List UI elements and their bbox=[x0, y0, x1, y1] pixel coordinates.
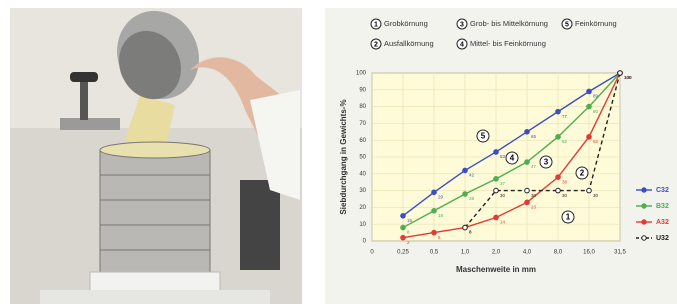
data-point bbox=[494, 150, 499, 155]
data-point bbox=[463, 192, 468, 197]
legend-marker bbox=[642, 188, 646, 192]
data-point bbox=[401, 214, 406, 219]
data-label: 29 bbox=[438, 194, 444, 199]
note-number: 2 bbox=[374, 41, 378, 48]
data-point bbox=[494, 188, 499, 193]
data-point bbox=[556, 188, 561, 193]
y-tick-label: 10 bbox=[359, 222, 366, 228]
legend-label: A32 bbox=[656, 219, 669, 226]
note-text: Feinkörnung bbox=[575, 19, 617, 28]
data-label: 65 bbox=[531, 134, 537, 139]
curve-marker-number: 1 bbox=[566, 213, 571, 222]
y-tick-label: 40 bbox=[359, 171, 366, 177]
data-point bbox=[525, 130, 530, 135]
data-label: 30 bbox=[593, 193, 599, 198]
data-point bbox=[618, 71, 623, 76]
x-tick-label: 8,0 bbox=[554, 250, 563, 256]
legend-marker bbox=[642, 220, 646, 224]
curve-marker-number: 4 bbox=[510, 154, 515, 163]
y-tick-label: 100 bbox=[356, 71, 367, 77]
data-label: 53 bbox=[500, 154, 506, 159]
note-text: Grob- bis Mittelkörnung bbox=[470, 19, 548, 28]
x-tick-label: 16,0 bbox=[583, 250, 595, 256]
data-label: 47 bbox=[531, 164, 537, 169]
data-label: 28 bbox=[469, 196, 475, 201]
y-tick-label: 30 bbox=[359, 188, 366, 194]
data-label: 80 bbox=[593, 109, 599, 114]
scene: Siebdurchgang in Gewichts-% Maschenweite… bbox=[0, 0, 677, 306]
x-tick-label: 2,0 bbox=[492, 250, 501, 256]
data-point bbox=[401, 225, 406, 230]
note-number: 4 bbox=[460, 41, 464, 48]
curve-marker-number: 5 bbox=[481, 132, 486, 141]
note-text: Grobkörnung bbox=[384, 19, 428, 28]
data-point bbox=[525, 200, 530, 205]
y-tick-label: 90 bbox=[359, 87, 366, 93]
data-point bbox=[556, 175, 561, 180]
note-number: 3 bbox=[460, 21, 464, 28]
y-axis-label: Siebdurchgang in Gewichts-% bbox=[339, 99, 348, 214]
legend-label: U32 bbox=[656, 235, 669, 242]
data-label: 100 bbox=[624, 75, 632, 80]
curve-marker-number: 2 bbox=[580, 169, 585, 178]
data-point bbox=[587, 135, 592, 140]
x-tick-label: 31,5 bbox=[614, 250, 626, 256]
x-tick-label: 4,0 bbox=[523, 250, 532, 256]
y-tick-label: 80 bbox=[359, 104, 366, 110]
data-point bbox=[401, 235, 406, 240]
data-point bbox=[525, 188, 530, 193]
note-text: Mittel- bis Feinkörnung bbox=[470, 39, 546, 48]
legend-marker bbox=[642, 236, 646, 240]
data-point bbox=[432, 230, 437, 235]
data-point bbox=[494, 215, 499, 220]
data-point bbox=[556, 135, 561, 140]
x-tick-label: 0,5 bbox=[430, 250, 439, 256]
data-point bbox=[432, 190, 437, 195]
data-label: 23 bbox=[531, 205, 537, 210]
data-point bbox=[525, 160, 530, 165]
data-label: 77 bbox=[562, 114, 568, 119]
y-tick-label: 70 bbox=[359, 121, 366, 127]
y-tick-label: 60 bbox=[359, 138, 366, 144]
y-tick-label: 20 bbox=[359, 205, 366, 211]
x-axis-label: Maschenweite in mm bbox=[456, 265, 536, 274]
data-point bbox=[587, 89, 592, 94]
note-text: Ausfallkörnung bbox=[384, 39, 434, 48]
photo bbox=[10, 0, 302, 304]
data-label: 30 bbox=[562, 193, 568, 198]
y-tick-label: 50 bbox=[359, 155, 366, 161]
data-label: 18 bbox=[438, 213, 444, 218]
data-point bbox=[432, 208, 437, 213]
data-label: 62 bbox=[593, 139, 599, 144]
data-point bbox=[587, 104, 592, 109]
x-tick-label: 1,0 bbox=[461, 250, 470, 256]
legend-marker bbox=[642, 204, 646, 208]
data-label: 30 bbox=[500, 193, 506, 198]
data-point bbox=[494, 177, 499, 182]
legend-label: B32 bbox=[656, 203, 669, 210]
data-label: 62 bbox=[562, 139, 568, 144]
data-point bbox=[463, 168, 468, 173]
data-point bbox=[587, 188, 592, 193]
data-label: 14 bbox=[500, 220, 506, 225]
x-tick-label: 0,25 bbox=[397, 250, 409, 256]
curve-marker-number: 3 bbox=[544, 158, 549, 167]
legend-label: C32 bbox=[656, 187, 669, 194]
data-label: 42 bbox=[469, 173, 475, 178]
data-label: 37 bbox=[500, 181, 506, 186]
data-label: 38 bbox=[562, 179, 568, 184]
page: Siebdurchgang in Gewichts-% Maschenweite… bbox=[0, 0, 677, 306]
note-number: 5 bbox=[565, 21, 569, 28]
data-point bbox=[463, 225, 468, 230]
data-point bbox=[556, 109, 561, 114]
note-number: 1 bbox=[374, 21, 378, 28]
data-label: 30 bbox=[531, 193, 537, 198]
